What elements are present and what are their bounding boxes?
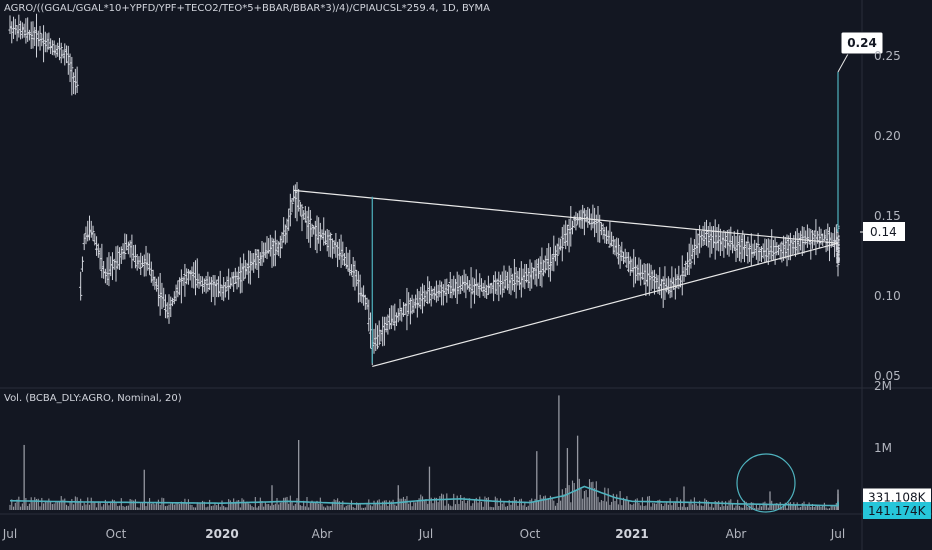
volume-ma-line	[9, 485, 839, 507]
price-bars	[8, 13, 840, 366]
price-tick-label: 0.10	[874, 289, 901, 303]
volume-ma-label-bg	[863, 502, 931, 519]
last-price-label: 0.14	[870, 225, 897, 239]
volume-highlight-circle	[736, 453, 796, 513]
price-tick-label: 0.05	[874, 369, 901, 383]
time-tick-label: 2021	[615, 527, 648, 541]
current-volume-label: 331.108K	[868, 490, 927, 504]
time-tick-label: Abr	[312, 527, 333, 541]
time-tick-label: Abr	[726, 527, 747, 541]
time-tick-label: Oct	[106, 527, 127, 541]
price-tick-label: 0.25	[874, 49, 901, 63]
volume-panel-title: Vol. (BCBA_DLY:AGRO, Nominal, 20)	[4, 393, 182, 404]
volume-ma-label: 141.174K	[868, 504, 927, 518]
price-tick-label: 0.20	[874, 129, 901, 143]
symbol-title: AGRO/((GGAL/GGAL*10+YPFD/YPF+TECO2/TEO*5…	[4, 3, 490, 14]
volume-tick-label: 1M	[874, 441, 892, 455]
triangle-trendline-1	[293, 189, 839, 244]
callout-box	[840, 31, 884, 55]
triangle-trendline-2	[372, 242, 839, 367]
callout-label: 0.24	[847, 36, 877, 50]
time-tick-label: Jul	[418, 527, 433, 541]
price-tick-label: 0.15	[874, 209, 901, 223]
time-tick-label: 2020	[205, 527, 238, 541]
time-tick-label: Jul	[2, 527, 17, 541]
time-tick-label: Oct	[520, 527, 541, 541]
last-price-label-bg	[863, 222, 905, 241]
time-tick-label: Jul	[830, 527, 845, 541]
callout-leader	[837, 53, 849, 73]
current-volume-label-bg	[863, 488, 931, 506]
volume-tick-label: 2M	[874, 379, 892, 393]
volume-bars	[9, 395, 839, 510]
